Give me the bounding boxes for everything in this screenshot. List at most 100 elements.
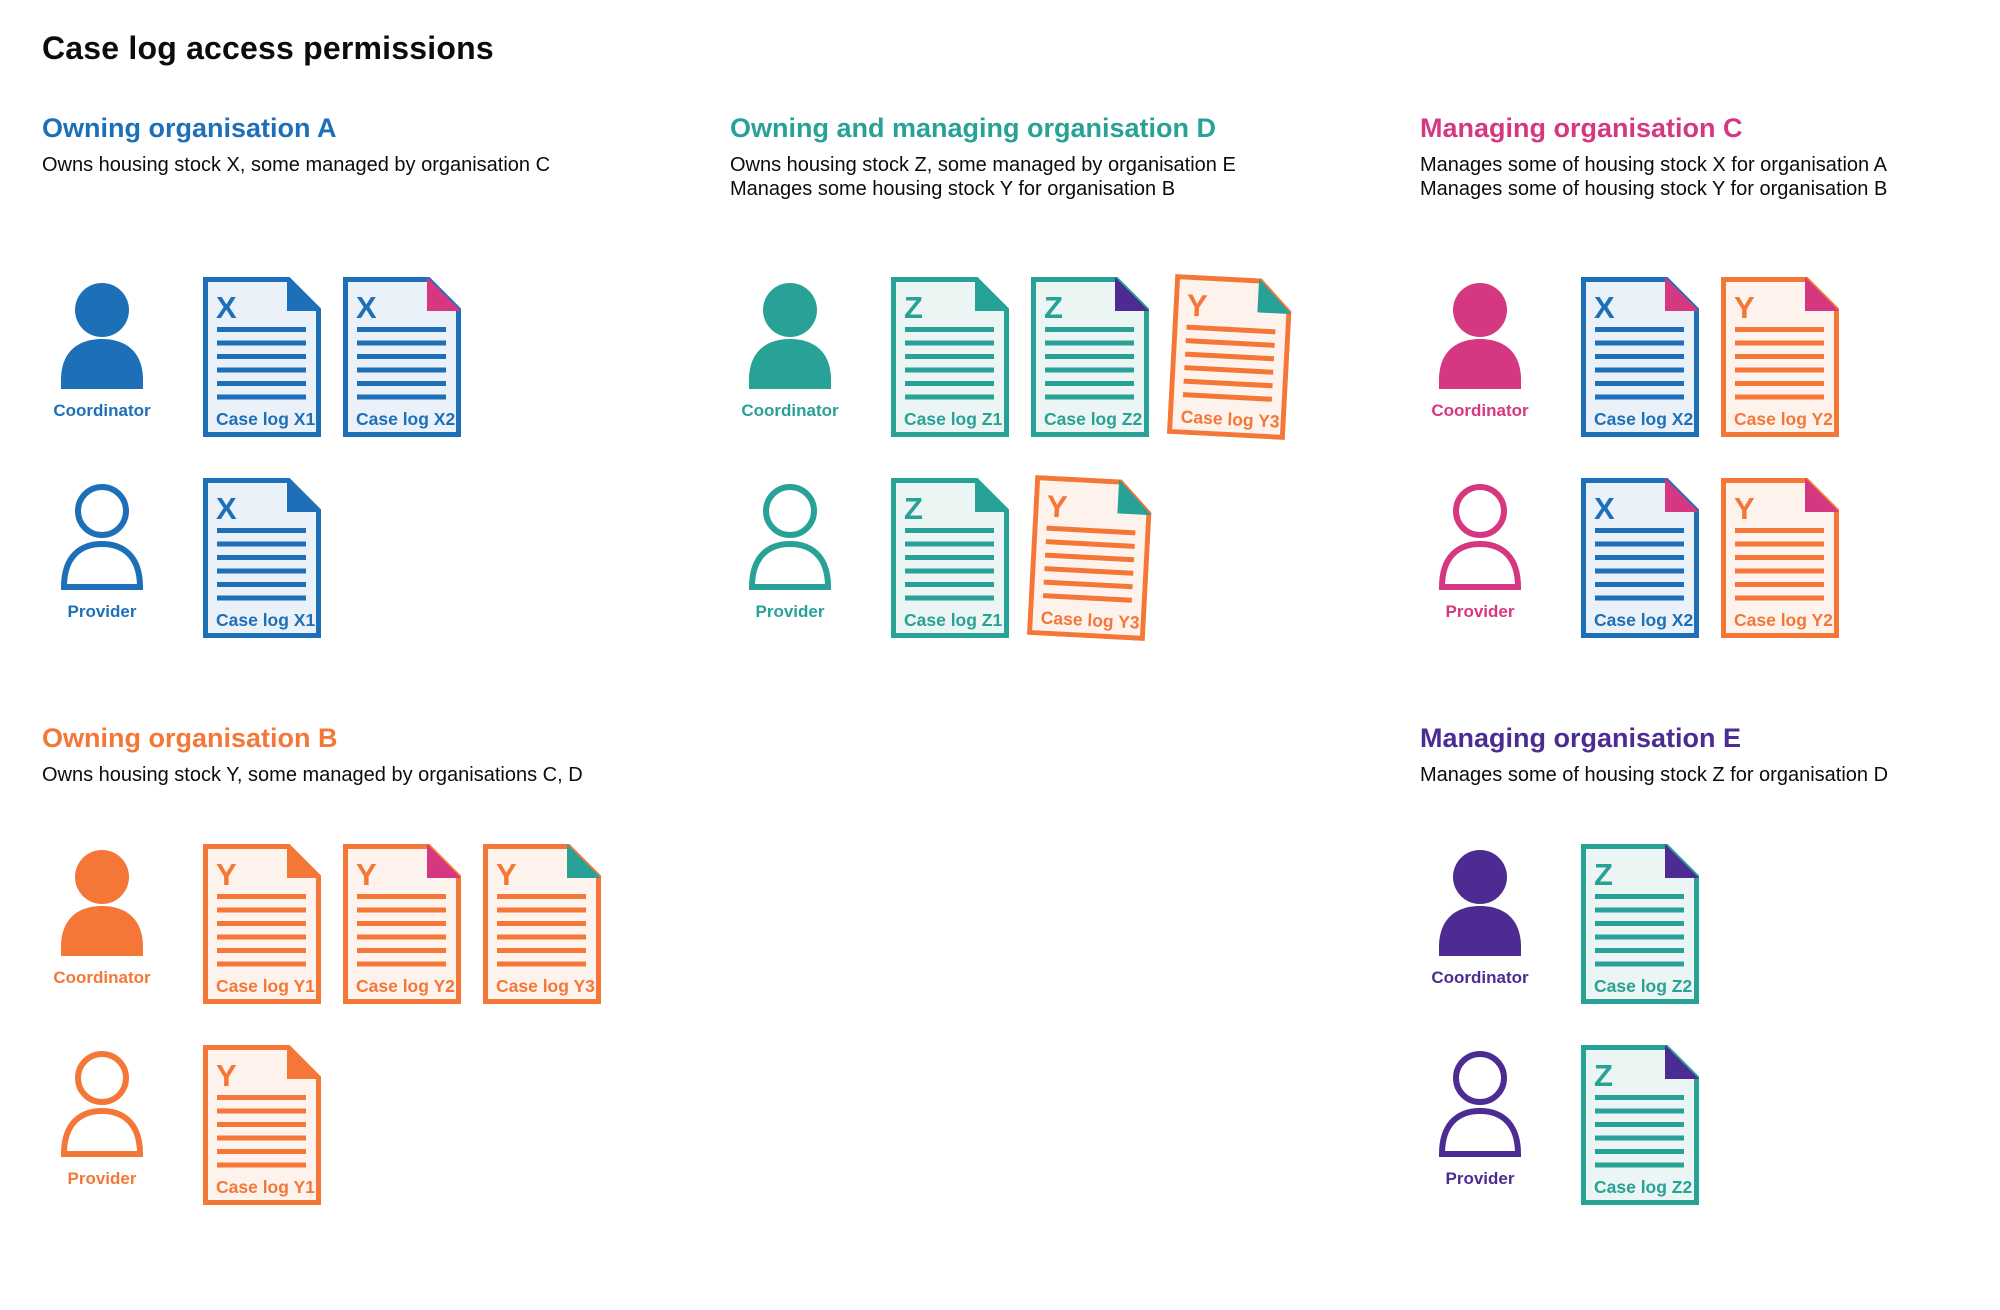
doc-case-log-x2: X Case log X2 — [1581, 277, 1699, 437]
doc-text-line — [497, 921, 586, 926]
stock-letter: X — [1594, 491, 1615, 526]
permission-row-provider: Provider Z Case log Z1 Y Case log Y3 — [730, 475, 1420, 641]
provider-person-icon — [1438, 484, 1522, 590]
doc-text-line — [357, 340, 446, 346]
person-body — [61, 339, 143, 389]
doc-text-line — [1595, 595, 1684, 601]
doc-text-line — [217, 907, 306, 913]
person-head — [75, 484, 129, 538]
doc-list: Z Case log Z2 — [1581, 844, 1699, 1004]
coordinator-person-icon — [749, 283, 831, 389]
section-title: Owning and managing organisation D — [730, 113, 1217, 143]
doc-text-line — [1595, 934, 1684, 940]
role-label: Coordinator — [1431, 968, 1529, 987]
doc-label: Case log Y1 — [216, 1177, 315, 1197]
doc-text-line — [1595, 907, 1684, 913]
stock-letter: Y — [1734, 491, 1755, 526]
doc-text-line — [1044, 566, 1134, 576]
stock-letter: Y — [496, 857, 517, 892]
doc-text-line — [905, 327, 994, 332]
doc-text-line — [357, 381, 446, 386]
person-column: Provider — [42, 478, 203, 622]
doc-text-line — [1735, 528, 1824, 533]
doc-text-line — [905, 568, 994, 574]
doc-text-line — [217, 894, 306, 899]
doc-text-line — [1735, 568, 1824, 574]
role-label: Provider — [755, 602, 825, 621]
person-figure: Coordinator — [52, 850, 152, 988]
folded-corner — [287, 478, 321, 512]
person-body — [1438, 540, 1522, 590]
doc-list: Z Case log Z1 Z Case log Z2 Y Case log Y… — [891, 274, 1292, 440]
doc-text-line — [905, 381, 994, 386]
doc-text-line — [357, 894, 446, 899]
doc-label: Case log X1 — [216, 409, 315, 429]
doc-text-line — [1043, 579, 1133, 590]
case-log-document-icon: Z Case log Z2 — [1581, 1045, 1699, 1205]
doc-text-line — [1045, 367, 1134, 373]
doc-case-log-y1: Y Case log Y1 — [203, 844, 321, 1004]
role-label: Provider — [1445, 602, 1515, 621]
person-body — [60, 540, 144, 590]
role-label: Coordinator — [741, 401, 839, 420]
person-head — [75, 850, 129, 904]
doc-text-line — [1595, 1162, 1684, 1168]
section-org-a: Owning organisation A Owns housing stock… — [42, 113, 730, 723]
doc-case-log-y2: Y Case log Y2 — [1721, 277, 1839, 437]
doc-text-line — [1045, 394, 1134, 400]
doc-text-line — [1183, 378, 1273, 389]
section-rows: Coordinator Z Case log Z2 Provider Z Cas… — [1420, 844, 2000, 1205]
section-rows: Coordinator Z Case log Z1 Z Case log Z2 … — [730, 274, 1420, 641]
doc-label: Case log Z2 — [1594, 1177, 1692, 1197]
doc-text-line — [1735, 394, 1824, 400]
permission-row-coordinator: Coordinator Y Case log Y1 Y Case log Y2 … — [42, 844, 730, 1004]
doc-label: Case log Z1 — [904, 409, 1002, 429]
doc-label: Case log Z2 — [1044, 409, 1142, 429]
doc-text-line — [217, 961, 306, 967]
doc-text-line — [1735, 367, 1824, 373]
section-title: Owning organisation A — [42, 113, 337, 143]
doc-text-line — [1045, 539, 1135, 549]
doc-case-log-y2: Y Case log Y2 — [1721, 478, 1839, 638]
doc-label: Case log Y2 — [1734, 409, 1833, 429]
doc-text-line — [905, 394, 994, 400]
doc-text-line — [357, 921, 446, 926]
folded-corner — [287, 1045, 321, 1079]
stock-letter: Z — [1594, 857, 1613, 892]
doc-text-line — [497, 961, 586, 967]
doc-label: Case log Y1 — [216, 976, 315, 996]
section-description-line: Manages some of housing stock Z for orga… — [1420, 764, 1889, 786]
folded-corner — [1805, 478, 1839, 512]
doc-text-line — [905, 354, 994, 359]
section-org-e: Managing organisation E Manages some of … — [1420, 723, 2000, 1205]
doc-text-line — [1595, 340, 1684, 346]
section-description: Owns housing stock Z, some managed by or… — [730, 153, 1420, 201]
coordinator-person-icon — [1439, 283, 1521, 389]
role-label: Provider — [1445, 1169, 1515, 1188]
permission-row-coordinator: Coordinator Z Case log Z2 — [1420, 844, 2000, 1004]
doc-label: Case log X2 — [356, 409, 455, 429]
doc-case-log-x1: X Case log X1 — [203, 478, 321, 638]
case-log-document-icon: X Case log X2 — [343, 277, 461, 437]
section-description-line: Owns housing stock Z, some managed by or… — [730, 154, 1236, 176]
case-log-document-icon: Y Case log Y3 — [483, 844, 601, 1004]
case-log-document-icon: Y Case log Y1 — [203, 1045, 321, 1205]
provider-person-icon — [748, 484, 832, 590]
person-figure: Coordinator — [1430, 283, 1530, 421]
doc-text-line — [357, 961, 446, 967]
doc-text-line — [1042, 593, 1132, 603]
stock-letter: Y — [1734, 290, 1755, 325]
doc-text-line — [217, 921, 306, 926]
doc-text-line — [217, 1122, 306, 1127]
person-head — [1453, 484, 1507, 538]
person-column: Coordinator — [730, 277, 891, 421]
doc-case-log-x2: X Case log X2 — [1581, 478, 1699, 638]
doc-case-log-x1: X Case log X1 — [203, 277, 321, 437]
folded-corner — [1665, 844, 1699, 878]
person-column: Coordinator — [1420, 844, 1581, 988]
doc-case-log-z1: Z Case log Z1 — [891, 277, 1009, 437]
sections-container: Owning organisation A Owns housing stock… — [42, 113, 2000, 1205]
person-body — [60, 1107, 144, 1157]
person-head — [763, 283, 817, 337]
page-title: Case log access permissions — [42, 30, 494, 66]
